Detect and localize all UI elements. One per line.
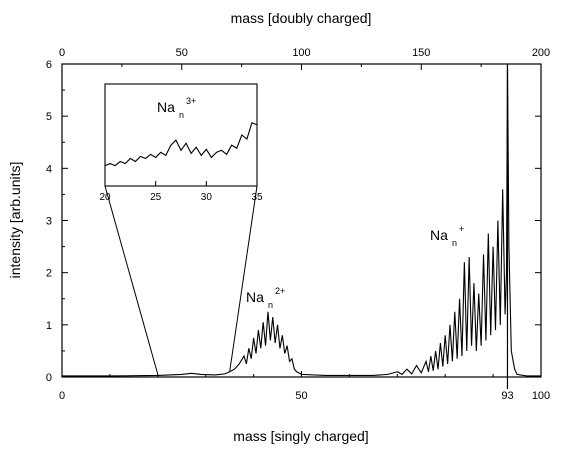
x2-tick-label: 0 [59,47,65,59]
left-axis: 0 1 2 3 4 5 6 [46,59,541,384]
inset-spectrum-line [104,122,258,167]
x-tick-label: 0 [59,390,65,402]
y-tick-label: 4 [46,163,52,175]
y-tick-label: 6 [46,59,52,71]
x-axis-title: mass [singly charged] [233,428,368,444]
svg-text:n: n [452,238,457,248]
inset-plot: 20 25 30 35 [99,83,263,203]
inset-frame [104,83,258,187]
inset-x-tick-label: 25 [150,192,162,203]
x-tick-label: 93 [501,390,513,402]
top-axis: 0 50 100 150 200 [59,47,550,70]
inset-bottom-axis: 20 25 30 35 [99,181,263,203]
inset-x-tick-label: 35 [251,192,263,203]
svg-text:3+: 3+ [186,96,196,106]
y-tick-label: 2 [46,268,52,280]
spectrum-line [62,63,541,377]
svg-text:n: n [179,110,184,120]
annotation-na-plus: Na n + [430,224,464,248]
x2-tick-label: 200 [532,47,550,59]
x2-tick-label: 50 [176,47,188,59]
y-tick-label: 0 [46,372,52,384]
annotation-na-2plus: Na n 2+ [246,286,285,310]
inset-x-tick-label: 20 [99,192,111,203]
y-axis-title: intensity [arb.units] [7,162,23,279]
svg-text:Na: Na [430,227,448,243]
main-plot-area: 0 50 93 100 0 50 100 150 200 0 1 2 3 4 5 6 [46,47,550,402]
svg-text:Na: Na [157,99,175,115]
y-tick-label: 3 [46,216,52,228]
x-tick-label: 50 [295,390,307,402]
x2-tick-label: 100 [292,47,310,59]
svg-text:Na: Na [246,289,264,305]
annotation-na-3plus: Na n 3+ [157,96,196,120]
svg-text:2+: 2+ [275,286,285,296]
x-tick-label: 100 [532,390,550,402]
x2-axis-title: mass [doubly charged] [231,10,372,26]
zoom-connector-right [229,185,258,372]
svg-text:+: + [459,224,464,234]
y-tick-label: 5 [46,111,52,123]
y-tick-label: 1 [46,320,52,332]
zoom-connector-left [104,185,159,375]
x2-tick-label: 150 [412,47,430,59]
svg-text:n: n [268,300,273,310]
inset-x-tick-label: 30 [201,192,213,203]
